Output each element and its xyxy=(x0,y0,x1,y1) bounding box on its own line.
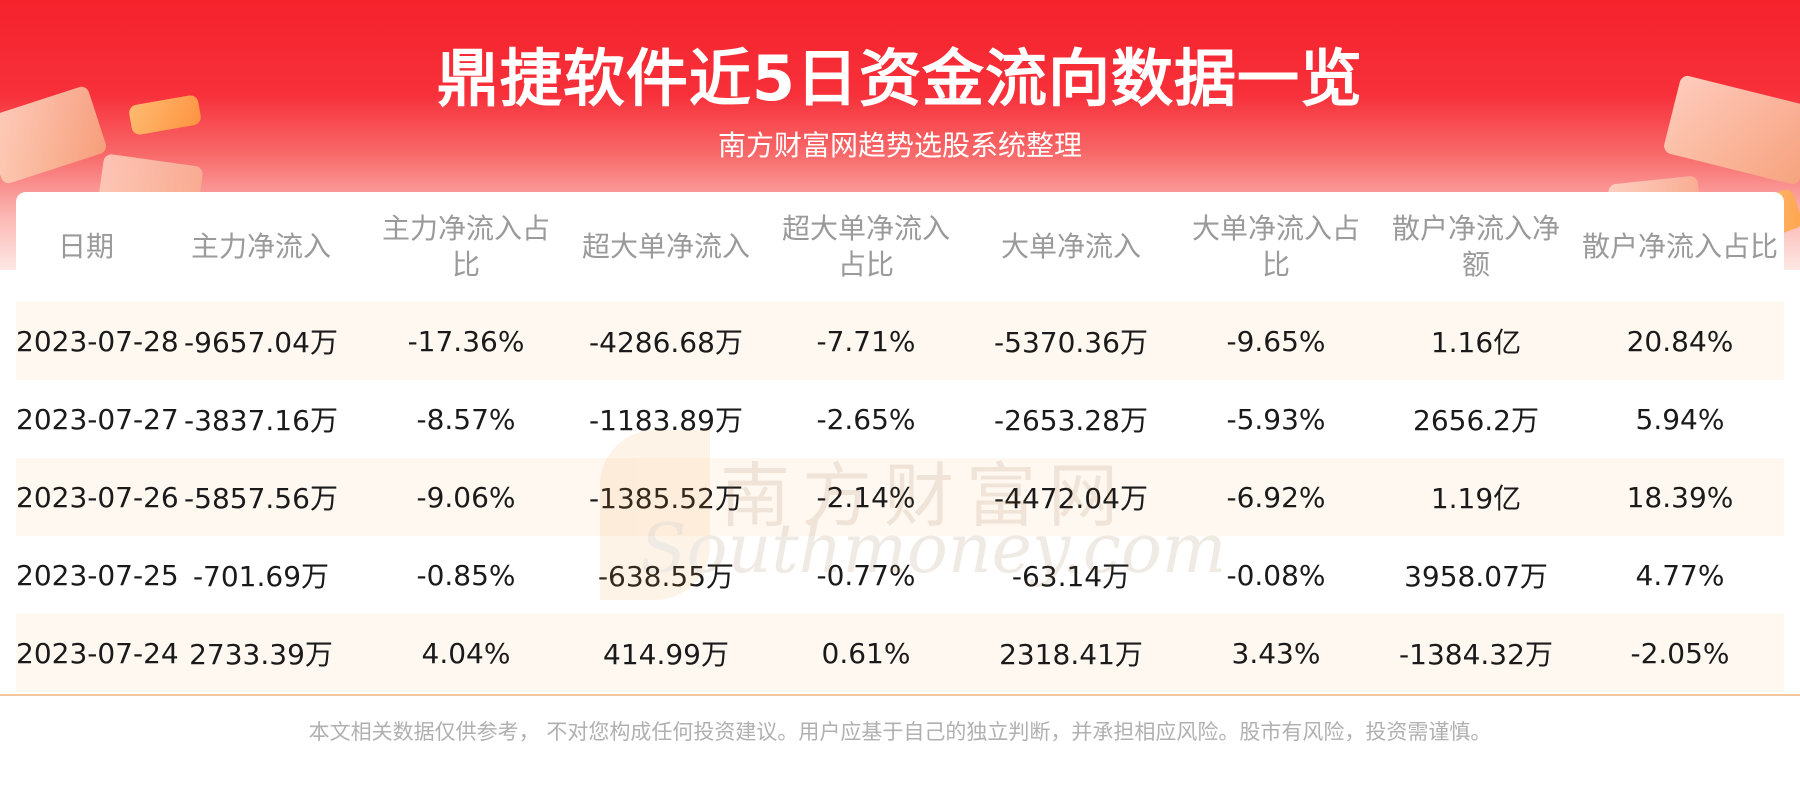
column-header: 超大单净流入 xyxy=(581,230,750,263)
table-cell: -17.36% xyxy=(366,302,566,380)
table-cell: -8.57% xyxy=(416,402,516,436)
disclaimer-text: 本文相关数据仅供参考， 不对您构成任何投资建议。用户应基于自己的独立判断，并承担… xyxy=(308,720,1492,744)
table-row: 2023-07-26 -5857.56万 -9.06% -1385.52万 -2… xyxy=(16,458,1784,536)
table-cell: -2.05% xyxy=(1576,614,1784,692)
table-cell: -63.14万 xyxy=(1011,560,1131,593)
table-cell: 3958.07万 xyxy=(1404,560,1548,593)
table-cell: -4472.04万 xyxy=(966,458,1176,536)
column-header: 日期 xyxy=(57,230,114,263)
table-cell: 4.77% xyxy=(1635,558,1725,592)
column-header: 大单净流入 xyxy=(1000,230,1141,263)
table-cell: -5857.56万 xyxy=(156,458,366,536)
table-cell: -2653.28万 xyxy=(994,404,1148,437)
table-header-row: 日期 主力净流入 主力净流入占比 超大单净流入 超大单净流入占比 大单净流入 大… xyxy=(16,192,1784,302)
table-cell: 3.43% xyxy=(1176,614,1376,692)
table-cell: 1.16亿 xyxy=(1376,302,1576,380)
table-cell: 2023-07-25 xyxy=(16,558,179,592)
table-cell: -1384.32万 xyxy=(1376,614,1576,692)
column-header: 主力净流入占比 xyxy=(381,212,550,281)
table-cell: 4.04% xyxy=(366,614,566,692)
table-cell: -2.65% xyxy=(816,402,916,436)
fund-flow-table: 日期 主力净流入 主力净流入占比 超大单净流入 超大单净流入占比 大单净流入 大… xyxy=(16,192,1784,692)
page-subtitle: 南方财富网趋势选股系统整理 xyxy=(717,129,1082,162)
table-cell: -9657.04万 xyxy=(156,302,366,380)
table-cell: 1.19亿 xyxy=(1376,458,1576,536)
table-cell: 0.61% xyxy=(766,614,966,692)
table-cell: -9.06% xyxy=(366,458,566,536)
table-cell: 2023-07-28 xyxy=(16,302,179,380)
table-cell: 2733.39万 xyxy=(156,614,366,692)
table-row: 2023-07-27 -3837.16万 -8.57% -1183.89万 -2… xyxy=(16,380,1784,458)
table-row: 2023-07-24 2733.39万 4.04% 414.99万 0.61% … xyxy=(16,614,1784,692)
table-cell: 18.39% xyxy=(1576,458,1784,536)
table-cell: 5.94% xyxy=(1635,402,1725,436)
table-card xyxy=(16,192,1784,694)
table-cell: -5370.36万 xyxy=(966,302,1176,380)
table-cell: -1183.89万 xyxy=(589,404,743,437)
page-title: 鼎捷软件近5日资金流向数据一览 xyxy=(436,42,1364,115)
table-row: 2023-07-25 -701.69万 -0.85% -638.55万 -0.7… xyxy=(16,536,1784,614)
table-cell: -2.14% xyxy=(766,458,966,536)
table-cell: 2656.2万 xyxy=(1413,404,1539,437)
column-header: 散户净流入占比 xyxy=(1582,230,1779,263)
table-cell: 414.99万 xyxy=(566,614,766,692)
column-header: 散户净流入净额 xyxy=(1391,212,1560,281)
table-cell: 2023-07-26 xyxy=(16,458,179,536)
table-row: 2023-07-28 -9657.04万 -17.36% -4286.68万 -… xyxy=(16,302,1784,380)
table-cell: -7.71% xyxy=(766,302,966,380)
table-cell: -1385.52万 xyxy=(566,458,766,536)
column-header: 大单净流入占比 xyxy=(1191,212,1360,281)
table-cell: -638.55万 xyxy=(597,560,735,593)
table-cell: -9.65% xyxy=(1176,302,1376,380)
column-header: 主力净流入 xyxy=(190,230,331,263)
table-cell: -6.92% xyxy=(1176,458,1376,536)
table-cell: 2023-07-24 xyxy=(16,614,179,692)
table-cell: -5.93% xyxy=(1226,402,1326,436)
table-cell: -0.77% xyxy=(816,558,916,592)
table-cell: -701.69万 xyxy=(192,560,330,593)
table-cell: 2318.41万 xyxy=(966,614,1176,692)
table-cell: 2023-07-27 xyxy=(16,402,179,436)
table-cell: 20.84% xyxy=(1576,302,1784,380)
table-cell: -4286.68万 xyxy=(566,302,766,380)
table-cell: -0.08% xyxy=(1226,558,1326,592)
table-cell: -0.85% xyxy=(416,558,516,592)
table-cell: -3837.16万 xyxy=(184,404,338,437)
column-header: 超大单净流入占比 xyxy=(781,212,950,281)
footer-divider xyxy=(0,694,1800,696)
